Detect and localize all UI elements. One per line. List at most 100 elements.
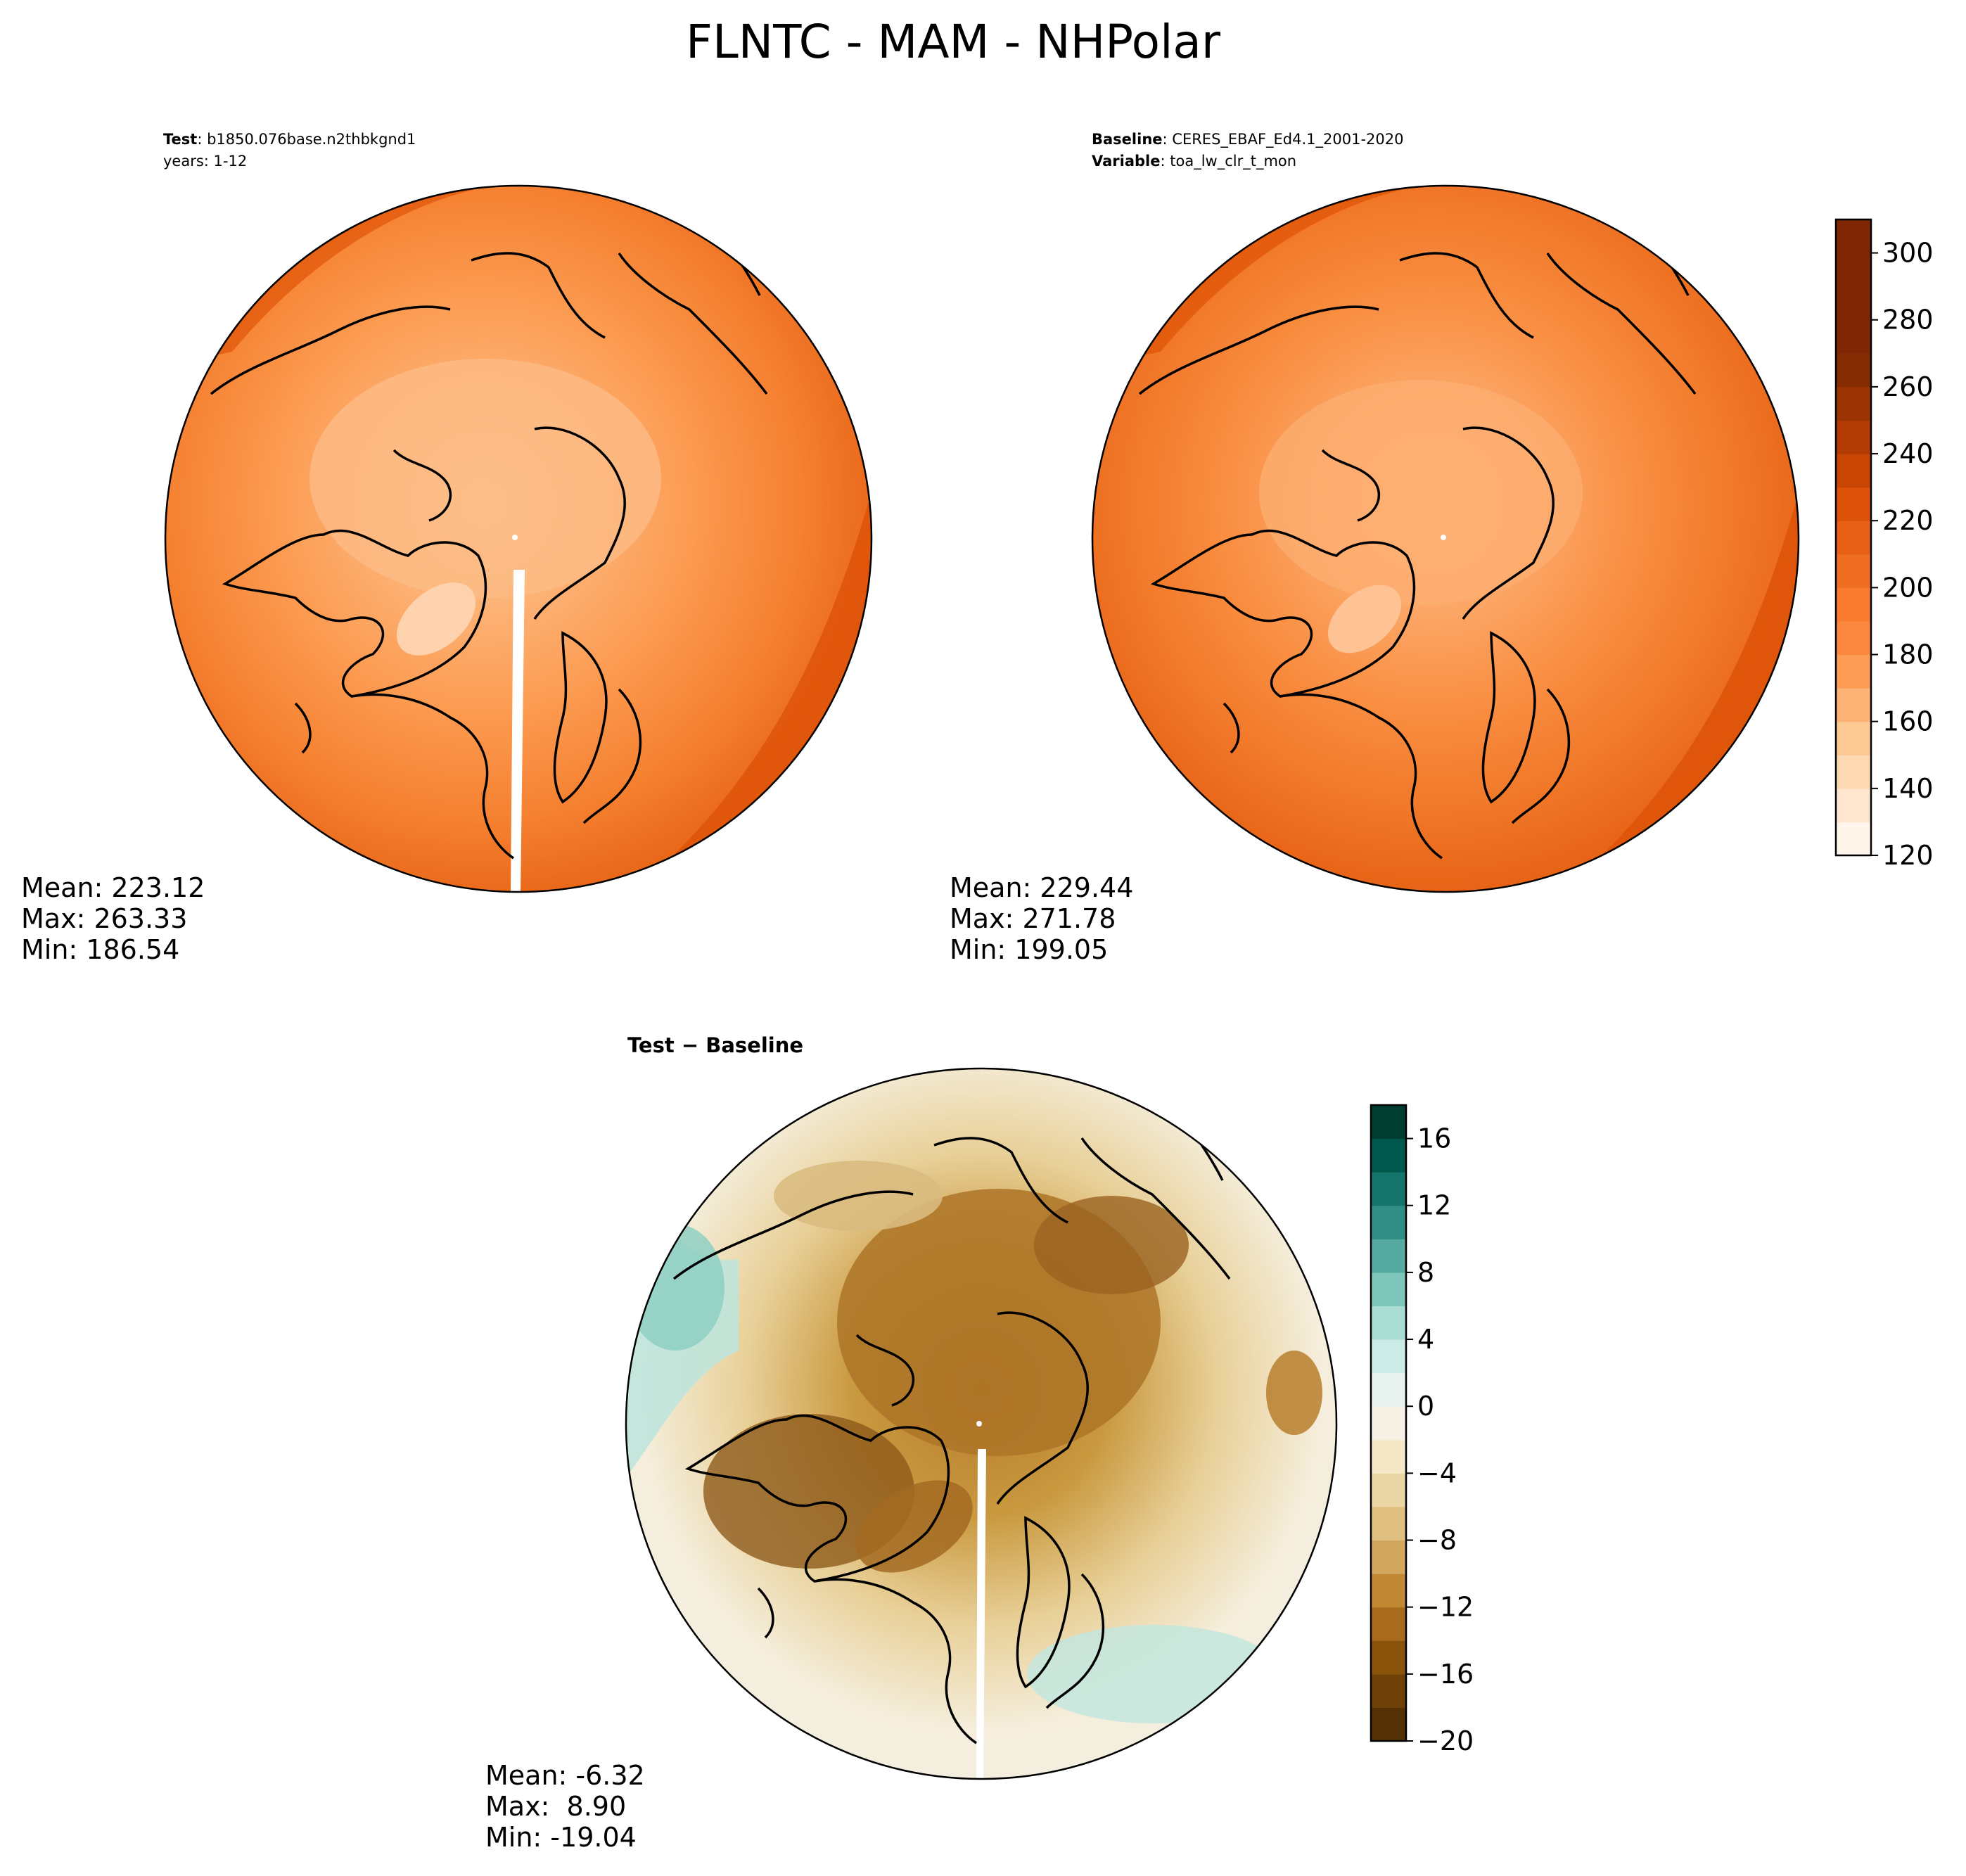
- test-field-core: [309, 359, 661, 598]
- diff-map-border: [625, 1067, 1338, 1780]
- colorbar-brbg-tick-label: 12: [1417, 1190, 1451, 1221]
- colorbar-brbg-tick-label: −8: [1417, 1525, 1457, 1556]
- colorbar-oranges-swatch: [1836, 353, 1871, 388]
- test-header-label: Test: [163, 131, 197, 148]
- test-header-case: b1850.076base.n2thbkgnd1: [207, 131, 416, 148]
- colorbar-brbg-tick-label: −4: [1417, 1457, 1457, 1488]
- colorbar-oranges-tick-label: 300: [1882, 238, 1934, 269]
- test-header-line1: Test: b1850.076base.n2thbkgnd1: [163, 131, 416, 148]
- colorbar-brbg-swatch: [1371, 1574, 1406, 1608]
- diff-stat-min: Min: -19.04: [485, 1822, 637, 1853]
- test-header-line2: years: 1-12: [163, 153, 247, 170]
- colorbar-oranges-swatch: [1836, 822, 1871, 856]
- baseline-variable-sep: :: [1160, 153, 1170, 170]
- colorbar-oranges-swatch: [1836, 620, 1871, 656]
- test-stat-max: Max: 263.33: [21, 903, 187, 934]
- test-map: [165, 186, 872, 892]
- colorbar-oranges-swatch: [1836, 521, 1871, 555]
- colorbar-oranges: 120 140 160 180 200 220 240 260 280 300: [1834, 218, 1934, 871]
- colorbar-brbg-tick-label: 4: [1417, 1324, 1434, 1355]
- colorbar-brbg-swatch: [1371, 1172, 1406, 1206]
- test-field-greenland-core: [396, 582, 476, 656]
- colorbar-oranges-swatch: [1836, 554, 1871, 588]
- colorbar-brbg-swatch: [1371, 1239, 1406, 1273]
- baseline-pole-marker: [1441, 535, 1446, 540]
- colorbar-oranges-swatch: [1836, 319, 1871, 354]
- baseline-stat-mean: Mean: 229.44: [950, 872, 1133, 903]
- colorbar-brbg-swatch: [1371, 1105, 1406, 1140]
- diff-stat-mean: Mean: -6.32: [485, 1760, 645, 1791]
- colorbar-brbg-frame: [1370, 1104, 1408, 1742]
- colorbar-oranges-swatch: [1836, 688, 1871, 722]
- colorbar-oranges-tick-label: 280: [1882, 305, 1934, 336]
- colorbar-oranges-tick-label: 240: [1882, 438, 1934, 469]
- colorbar-oranges-swatch: [1836, 487, 1871, 521]
- diff-field-siberia-core: [1034, 1196, 1189, 1294]
- colorbar-brbg-swatch: [1371, 1272, 1406, 1307]
- baseline-header-line2: Variable: toa_lw_clr_t_mon: [1092, 153, 1296, 170]
- baseline-stat-min: Min: 199.05: [950, 934, 1108, 965]
- figure-title: FLNTC - MAM - NHPolar: [686, 15, 1221, 69]
- colorbar-brbg-tick-label: −20: [1417, 1725, 1474, 1756]
- panel-baseline: Baseline: CERES_EBAF_Ed4.1_2001-2020 Var…: [950, 131, 1934, 965]
- colorbar-brbg: −20 −16 −12 −8 −4 0 4 8 12 16: [1370, 1104, 1474, 1756]
- test-stat-mean: Mean: 223.12: [21, 872, 205, 903]
- baseline-header-label: Baseline: [1092, 131, 1163, 148]
- baseline-stat-max: Max: 271.78: [950, 903, 1116, 934]
- colorbar-brbg-swatch: [1371, 1707, 1406, 1742]
- colorbar-oranges-tick-label: 120: [1882, 840, 1934, 871]
- baseline-map-border: [1091, 184, 1800, 893]
- diff-coastlines: [672, 1095, 1231, 1744]
- colorbar-brbg-swatch: [1371, 1138, 1406, 1173]
- colorbar-oranges-tick-label: 200: [1882, 572, 1934, 603]
- colorbar-brbg-swatch: [1371, 1439, 1406, 1474]
- baseline-field-greenland-core: [1327, 585, 1402, 653]
- diff-field-atlantic-positive: [1027, 1625, 1280, 1723]
- colorbar-oranges-tick-label: 220: [1882, 505, 1934, 536]
- colorbar-oranges-swatch: [1836, 654, 1871, 689]
- colorbar-oranges-frame: [1834, 218, 1872, 857]
- colorbar-brbg-tick-label: 16: [1417, 1123, 1451, 1154]
- colorbar-oranges-swatch: [1836, 386, 1871, 421]
- colorbar-oranges-tick-label: 180: [1882, 639, 1934, 670]
- colorbar-oranges-swatch: [1836, 454, 1871, 488]
- colorbar-oranges-swatch: [1836, 286, 1871, 321]
- colorbar-brbg-swatch: [1371, 1306, 1406, 1340]
- colorbar-oranges-tick-label: 140: [1882, 773, 1934, 804]
- baseline-header-case: CERES_EBAF_Ed4.1_2001-2020: [1172, 131, 1403, 148]
- panel-diff: Test − Baseline: [485, 1033, 1474, 1853]
- colorbar-brbg-swatch: [1371, 1607, 1406, 1641]
- colorbar-brbg-tick-label: 8: [1417, 1257, 1434, 1288]
- diff-map: [626, 1068, 1336, 1779]
- diff-field-asia-core: [1266, 1351, 1322, 1435]
- colorbar-oranges-swatch: [1836, 420, 1871, 454]
- colorbar-brbg-tick-label: −12: [1417, 1592, 1474, 1623]
- colorbar-brbg-tick-label: −16: [1417, 1659, 1474, 1690]
- test-coastlines: [210, 210, 768, 860]
- colorbar-oranges-swatch: [1836, 788, 1871, 823]
- colorbar-brbg-swatch: [1371, 1339, 1406, 1374]
- diff-header: Test − Baseline: [627, 1033, 803, 1057]
- colorbar-brbg-swatch: [1371, 1473, 1406, 1507]
- diff-pole-marker: [976, 1421, 982, 1427]
- colorbar-brbg-swatch: [1371, 1673, 1406, 1709]
- test-stat-min: Min: 186.54: [21, 934, 179, 965]
- test-header-sep: :: [197, 131, 207, 148]
- colorbar-oranges-swatch: [1836, 721, 1871, 755]
- colorbar-oranges-swatch: [1836, 219, 1871, 254]
- test-pole-marker: [512, 535, 518, 540]
- colorbar-oranges-tick-label: 260: [1882, 371, 1934, 402]
- baseline-header-sep: :: [1163, 131, 1173, 148]
- baseline-header-line1: Baseline: CERES_EBAF_Ed4.1_2001-2020: [1092, 131, 1403, 148]
- diff-seam: [976, 1449, 986, 1779]
- colorbar-brbg-tick-label: 0: [1417, 1391, 1434, 1422]
- colorbar-oranges-swatch: [1836, 587, 1871, 622]
- colorbar-brbg-swatch: [1371, 1372, 1406, 1407]
- colorbar-brbg-swatch: [1371, 1205, 1406, 1239]
- colorbar-oranges-swatch: [1836, 755, 1871, 789]
- panel-test: Test: b1850.076base.n2thbkgnd1 years: 1-…: [21, 131, 873, 965]
- baseline-variable-label: Variable: [1092, 153, 1160, 170]
- colorbar-brbg-swatch: [1371, 1406, 1406, 1441]
- baseline-field-core: [1259, 380, 1583, 605]
